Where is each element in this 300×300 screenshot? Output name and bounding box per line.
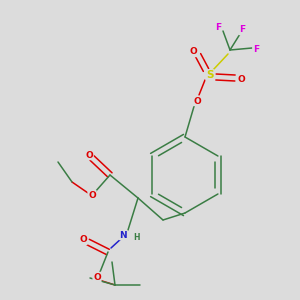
Text: O: O: [93, 272, 101, 281]
Text: F: F: [215, 23, 221, 32]
Text: S: S: [206, 70, 214, 80]
Text: O: O: [237, 76, 245, 85]
Text: F: F: [253, 46, 259, 55]
Text: O: O: [193, 97, 201, 106]
Text: F: F: [239, 26, 245, 34]
Text: O: O: [79, 236, 87, 244]
Text: O: O: [189, 47, 197, 56]
Text: O: O: [85, 151, 93, 160]
Text: H: H: [133, 233, 139, 242]
Text: O: O: [88, 190, 96, 200]
Text: N: N: [119, 230, 127, 239]
